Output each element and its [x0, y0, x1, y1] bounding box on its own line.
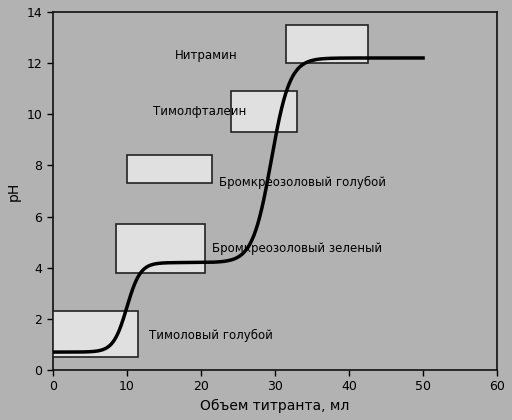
Text: Бромкреозоловый зеленый: Бромкреозоловый зеленый [212, 242, 382, 255]
Bar [230, 91, 297, 132]
Y-axis label: pH: pH [7, 181, 21, 201]
Bar [127, 155, 212, 183]
Text: Бромкреозоловый голубой: Бромкреозоловый голубой [220, 176, 387, 189]
Bar [286, 25, 368, 63]
X-axis label: Объем титранта, мл: Объем титранта, мл [200, 399, 350, 413]
Text: Тимоловый голубой: Тимоловый голубой [149, 329, 273, 342]
Bar [116, 224, 205, 273]
Text: Тимолфталеин: Тимолфталеин [153, 105, 246, 118]
Text: Нитрамин: Нитрамин [175, 49, 238, 62]
Bar [53, 311, 138, 357]
